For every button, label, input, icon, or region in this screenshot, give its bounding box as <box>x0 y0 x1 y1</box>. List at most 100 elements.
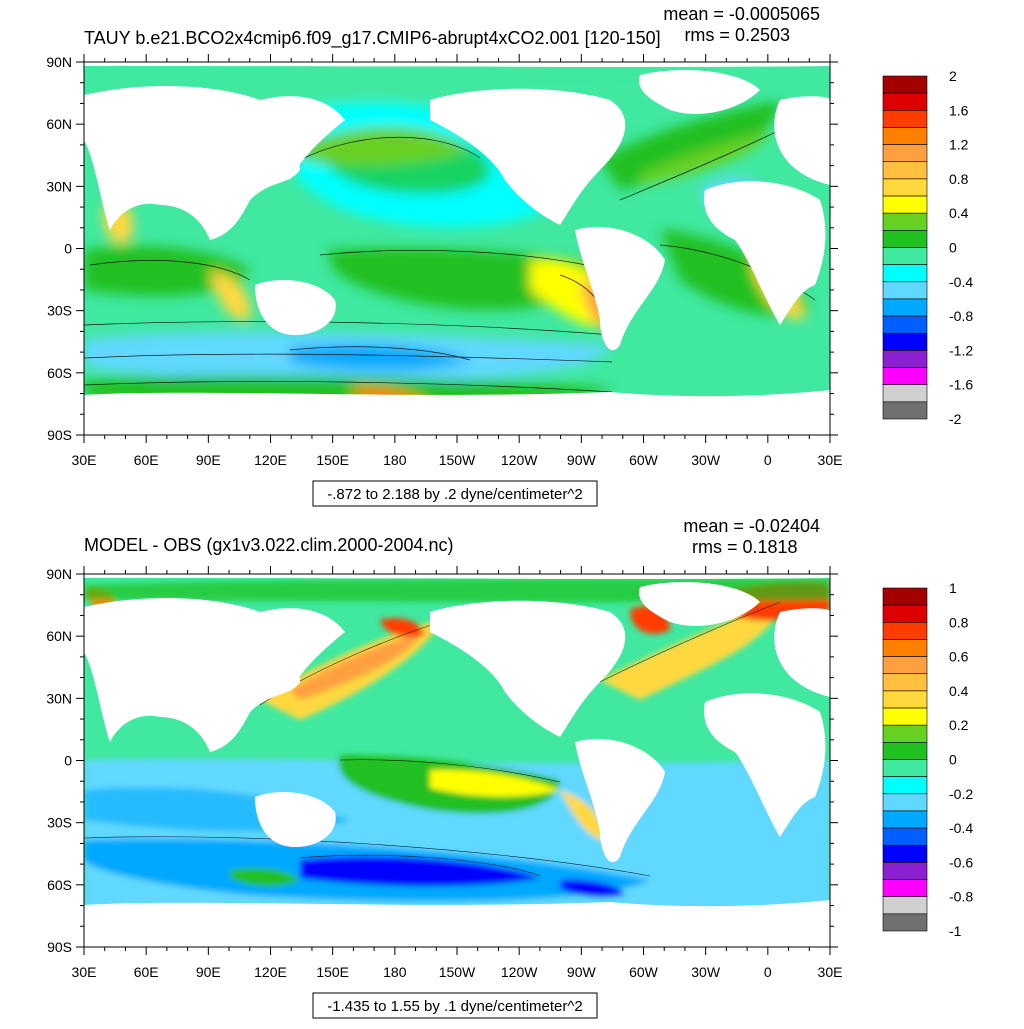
colorbar-label: -1 <box>949 923 962 939</box>
colorbar-swatch <box>882 759 928 777</box>
field-blob <box>600 100 780 190</box>
colorbar-label: 0.8 <box>949 171 969 187</box>
field-blob <box>560 790 605 840</box>
colorbar-swatch <box>882 673 928 692</box>
land-mask <box>84 62 830 435</box>
field-blob <box>640 130 770 185</box>
lon-tick-label: 90W <box>567 964 597 980</box>
colorbar-swatch <box>882 161 928 180</box>
lon-tick-label: 0 <box>764 964 772 980</box>
colorbar-swatch <box>882 810 928 829</box>
lon-tick-label: 150W <box>439 964 476 980</box>
colorbar-label: -0.4 <box>949 820 973 836</box>
lon-tick-label: 90E <box>196 964 221 980</box>
land-arctic <box>84 62 830 67</box>
panel-title: MODEL - OBS (gx1v3.022.clim.2000-2004.nc… <box>84 535 454 555</box>
land-south-america <box>575 738 665 863</box>
land-north-america <box>430 600 626 737</box>
colorbar-label: -0.4 <box>949 274 973 290</box>
lat-tick-label: 60S <box>47 365 72 381</box>
colorbar-swatch <box>882 384 928 403</box>
land-greenland <box>639 70 760 114</box>
panel-rms: rms = 0.1818 <box>692 537 798 557</box>
land-ne-asia <box>260 608 345 692</box>
lat-tick-label: 30N <box>46 178 72 194</box>
colorbar-swatch <box>882 690 928 709</box>
colorbar-label: -1.2 <box>949 342 973 358</box>
land-africa <box>704 181 826 325</box>
lat-tick-label: 30S <box>47 815 72 831</box>
lon-tick-label: 30E <box>72 964 97 980</box>
colorbar-swatch <box>882 724 928 743</box>
lon-tick-label: 90E <box>196 452 221 468</box>
colorbar-swatch <box>882 230 928 248</box>
colorbar-swatch <box>882 367 928 385</box>
colorbar-swatch <box>882 315 928 334</box>
lat-tick-label: 30S <box>47 303 72 319</box>
map-field <box>84 62 830 435</box>
colorbar-label: -0.6 <box>949 854 973 870</box>
colorbar-swatch <box>882 913 928 932</box>
colorbar-swatch <box>882 144 928 163</box>
colorbar-swatch <box>882 401 928 420</box>
colorbar-swatch <box>882 127 928 145</box>
top-panel: TAUY b.e21.BCO2x4cmip6.f09_g17.CMIP6-abr… <box>46 4 973 507</box>
land-greenland <box>639 582 760 626</box>
colorbar-label: 0 <box>949 240 957 256</box>
field-blob <box>84 246 250 296</box>
colorbar-label: -1.6 <box>949 377 973 393</box>
lon-tick-label: 150E <box>316 452 349 468</box>
colorbar-swatch <box>882 92 928 111</box>
lon-tick-label: 60E <box>134 964 159 980</box>
range-label: -1.435 to 1.55 by .1 dyne/centimeter^2 <box>327 998 583 1015</box>
lon-tick-label: 120E <box>254 964 287 980</box>
field-blob <box>290 635 420 700</box>
field-blob <box>300 856 540 887</box>
colorbar-swatch <box>882 862 928 880</box>
colorbar-label: 0.8 <box>949 614 969 630</box>
land-australia <box>255 792 336 847</box>
panel-mean: mean = -0.02404 <box>683 516 820 536</box>
lon-tick-label: 120W <box>501 452 538 468</box>
colorbar-swatch <box>882 656 928 675</box>
field-blob <box>230 868 300 887</box>
lat-tick-label: 90S <box>47 939 72 955</box>
field-blob <box>600 600 780 700</box>
colorbar-label: 1.2 <box>949 137 969 153</box>
lat-tick-label: 90N <box>46 566 72 582</box>
colorbar-label: -0.2 <box>949 786 973 802</box>
land-south-america <box>575 226 665 351</box>
lon-tick-label: 60W <box>629 964 659 980</box>
land-arctic <box>84 574 830 579</box>
land-eurasia <box>84 85 300 240</box>
contour-lines <box>84 124 816 393</box>
colorbar-label: 2 <box>949 68 957 84</box>
land-australia <box>255 280 336 335</box>
colorbar-swatch <box>882 776 928 795</box>
lon-tick-label: 60E <box>134 452 159 468</box>
land-eurasia <box>84 597 300 752</box>
colorbar-swatch <box>882 793 928 812</box>
land-antarctica <box>84 390 830 435</box>
land-north-america <box>430 88 626 225</box>
range-label: -.872 to 2.188 by .2 dyne/centimeter^2 <box>327 486 583 503</box>
range-box <box>312 480 598 507</box>
colorbar-label: -0.8 <box>949 308 973 324</box>
colorbar-label: -0.8 <box>949 889 973 905</box>
panel-title: TAUY b.e21.BCO2x4cmip6.f09_g17.CMIP6-abr… <box>84 28 661 49</box>
field-blob <box>560 879 625 898</box>
colorbar-label: 0.6 <box>949 649 969 665</box>
lon-tick-label: 30E <box>72 452 97 468</box>
colorbar-swatch <box>882 587 928 606</box>
colorbar: 1 0.8 0.6 0.4 0.2 0 -0.2 -0.4 -0.6 -0.8 -1 <box>882 580 973 939</box>
colorbar-label: 0.4 <box>949 205 969 221</box>
colorbar-label: 0.4 <box>949 683 969 699</box>
lon-tick-label: 180 <box>383 452 407 468</box>
colorbar-label: 0.2 <box>949 717 969 733</box>
colorbar-swatch <box>882 264 928 283</box>
lat-tick-label: 0 <box>64 241 72 257</box>
colorbar-swatch <box>882 212 928 231</box>
